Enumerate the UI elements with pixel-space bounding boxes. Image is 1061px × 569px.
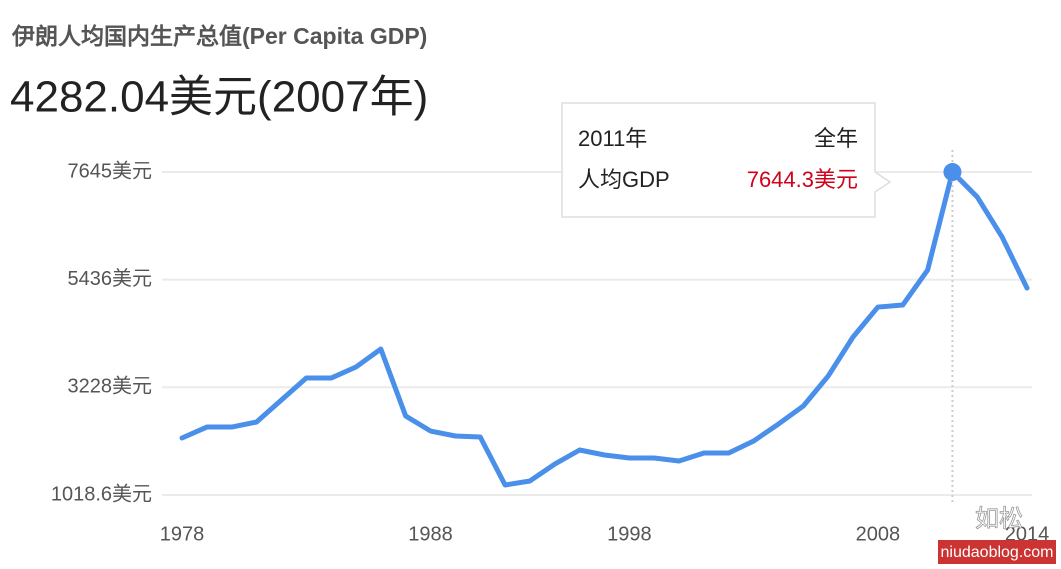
x-tick-label: 1988 (408, 523, 453, 545)
tooltip-title: 2011年 (578, 126, 647, 151)
highlight-point (943, 163, 962, 182)
watermark-bg (938, 540, 1056, 564)
tooltip-series: 人均GDP (578, 167, 670, 192)
x-tick-label: 1978 (160, 523, 205, 545)
x-tick-label: 2014 (1005, 523, 1050, 545)
y-tick-label: 3228美元 (68, 375, 153, 398)
y-tick-label: 1018.6美元 (51, 482, 152, 505)
x-tick-label: 1998 (607, 523, 652, 545)
tooltip-box (561, 102, 892, 218)
watermark-name: 如松 (975, 505, 1023, 532)
chart-title: 伊朗人均国内生产总值(Per Capita GDP) (11, 23, 427, 49)
tooltip-value: 7644.3美元 (747, 167, 858, 192)
y-tick-label: 5436美元 (68, 267, 153, 290)
data-line (179, 169, 1030, 488)
tooltip-period: 全年 (814, 126, 858, 151)
x-tick-label: 2008 (856, 523, 901, 545)
chart-subtitle: 4282.04美元(2007年) (10, 73, 428, 122)
y-tick-label: 7645美元 (68, 159, 153, 182)
watermark-url: niudaoblog.com (941, 544, 1054, 561)
